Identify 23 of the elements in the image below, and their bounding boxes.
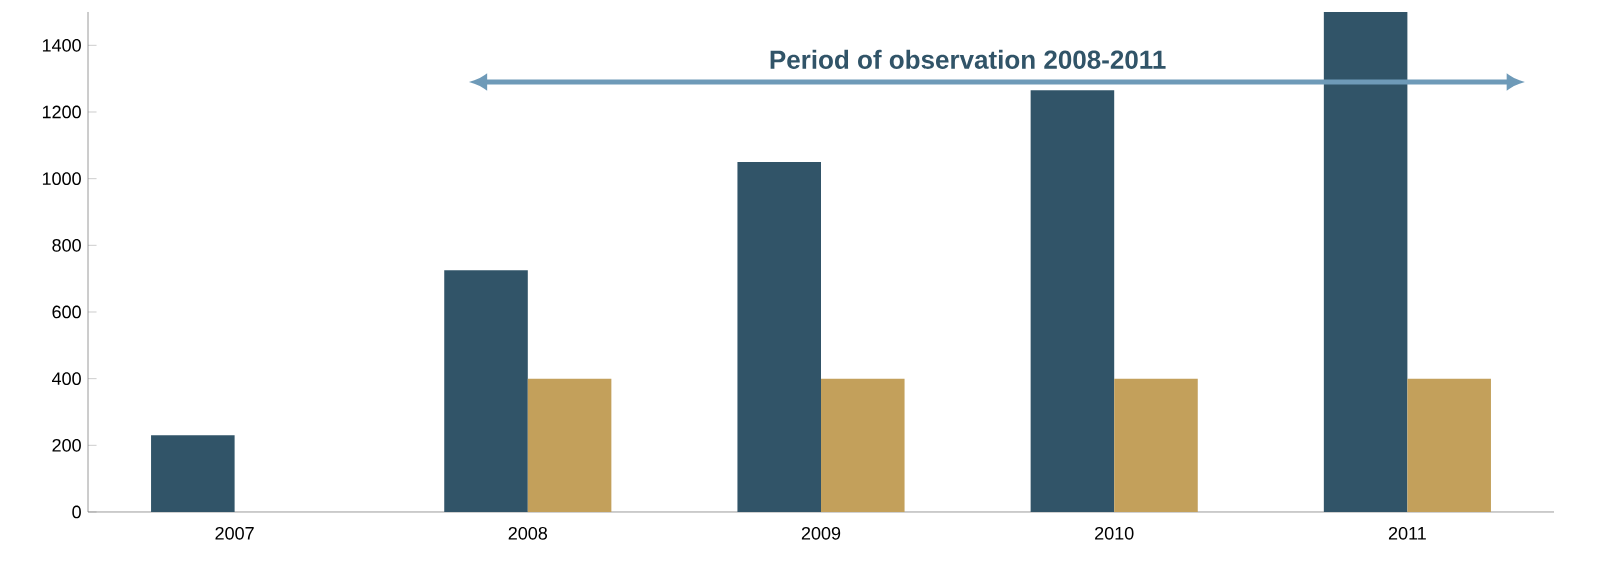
annotation: Period of observation 2008-2011 [770, 49, 1166, 69]
x-tick-label: 2011 [1388, 526, 1426, 540]
y-tick-label: 800 [52, 238, 81, 252]
x-tick-label: 2010 [1095, 526, 1134, 540]
y-tick-label: 600 [52, 305, 81, 319]
bar [1114, 378, 1198, 512]
x-tick-label: 2007 [215, 526, 254, 540]
bar [737, 161, 821, 512]
bar [444, 270, 528, 512]
bar [527, 378, 612, 512]
y-tick-label: 0 [72, 505, 81, 519]
bar [1030, 90, 1115, 512]
x-tick-label: 2008 [508, 526, 548, 540]
x-tick-label: 2009 [801, 526, 841, 540]
y-tick-label: 400 [51, 372, 81, 386]
y-tick-label: 1200 [42, 105, 81, 119]
bar [1407, 378, 1491, 512]
y-tick-label: 200 [52, 438, 81, 452]
y-tick-label: 1400 [42, 38, 81, 52]
bar [151, 435, 235, 512]
bar [821, 378, 905, 512]
bar [1323, 11, 1408, 512]
y-tick-label: 1000 [42, 172, 81, 186]
